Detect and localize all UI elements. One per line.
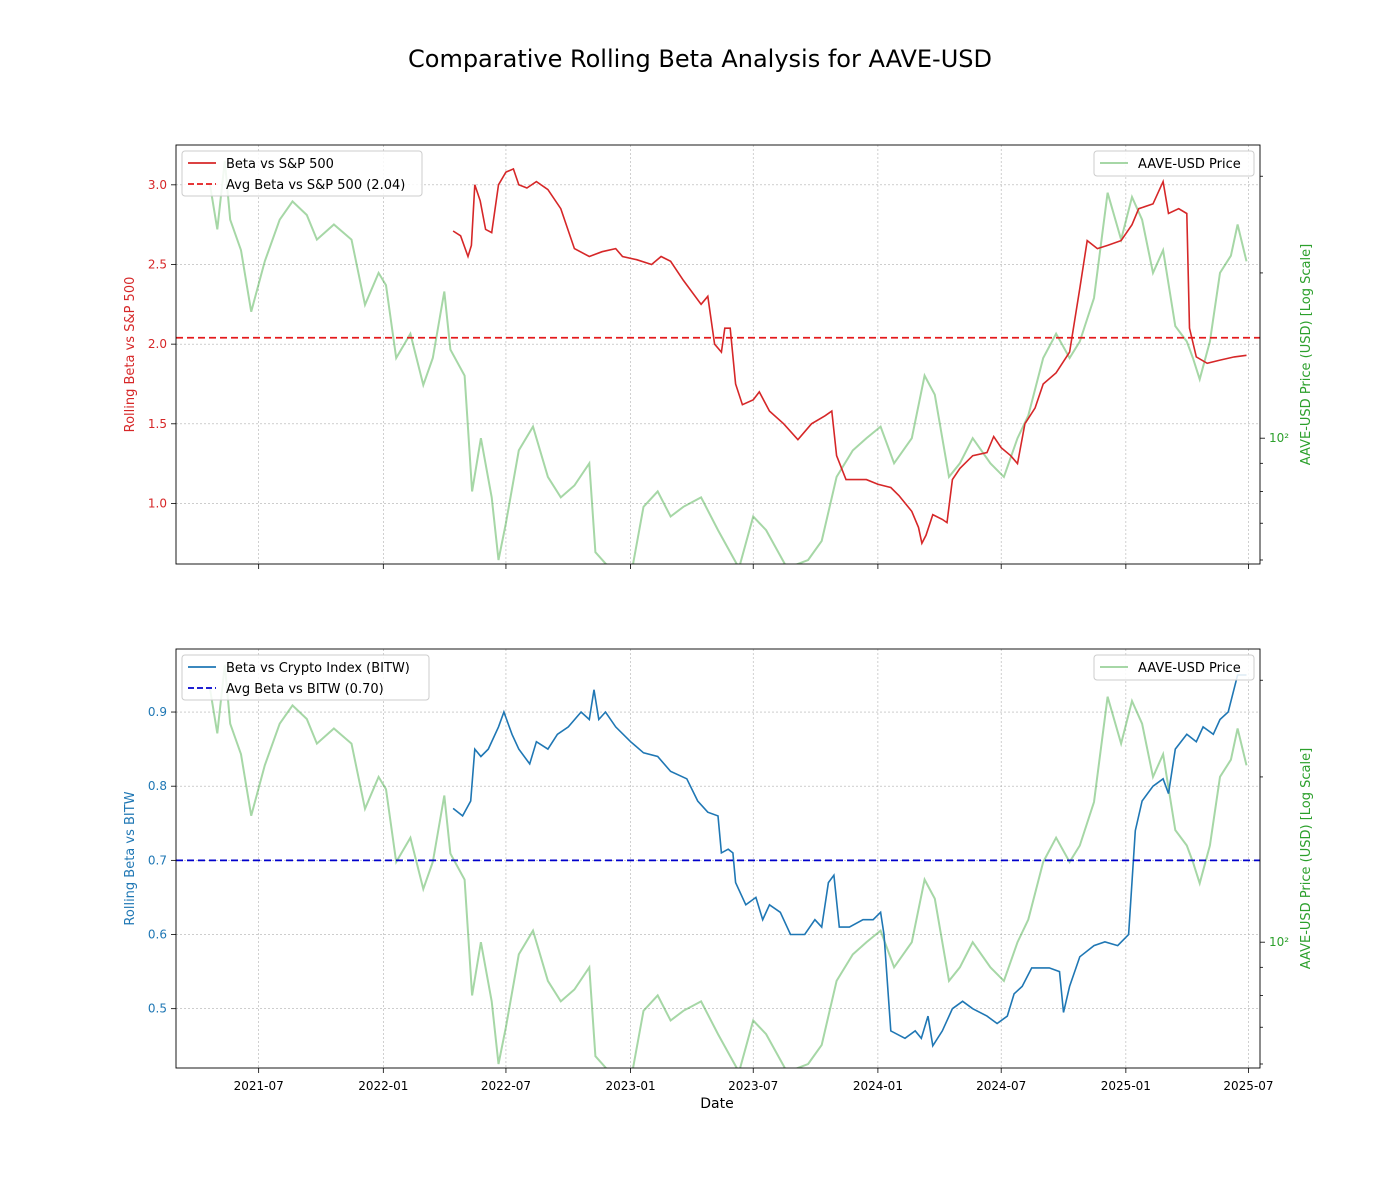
y-tick-label: 2.0 [148, 337, 167, 351]
y-tick-label: 0.8 [148, 779, 167, 793]
y-tick-label: 1.0 [148, 496, 167, 510]
y2-axis-label: AAVE-USD Price (USD) [Log Scale] [1299, 748, 1314, 969]
y-tick-label: 0.5 [148, 1002, 167, 1016]
plot-frame [175, 648, 1261, 1069]
y-axis-label: Rolling Beta vs S&P 500 [123, 277, 138, 433]
y2-tick-label: 10² [1269, 431, 1289, 445]
legend-right [1093, 654, 1255, 681]
x-tick-label: 2025-01 [1101, 1079, 1151, 1093]
panel-beta-vs-sp500: 1.0 1.5 2.0 2.5 3.0 10² Rolling Beta vs S&P 50… [123, 144, 1314, 569]
x-tick-label: 2021-07 [234, 1079, 284, 1093]
legend-left [181, 654, 430, 701]
beta-series-line [452, 167, 1247, 546]
beta-series-line [452, 674, 1247, 1049]
panel-beta-vs-bitw: 2021-07 2022-01 2022-07 2023-01 2023-07 2024-… [123, 648, 1314, 1093]
y-tick-label: 0.7 [148, 853, 167, 867]
x-tick-label: 2024-07 [976, 1079, 1026, 1093]
legend-label-price: AAVE-USD Price [1138, 157, 1241, 172]
x-tick-label: 2023-01 [606, 1079, 656, 1093]
x-tick-label: 2024-01 [853, 1079, 903, 1093]
price-series-line [208, 664, 1248, 1068]
x-axis-label: Date [700, 1096, 733, 1112]
legend-right [1093, 150, 1255, 177]
legend-label-beta: Beta vs Crypto Index (BITW) [226, 661, 410, 676]
y-tick-label: 3.0 [148, 178, 167, 192]
price-series-line [208, 160, 1248, 564]
plot-area [176, 145, 1260, 564]
y-tick-label: 1.5 [148, 417, 167, 431]
x-tick-label: 2025-07 [1223, 1079, 1273, 1093]
plot-area [176, 649, 1260, 1068]
x-tick-label: 2023-07 [728, 1079, 778, 1093]
figure-title: Comparative Rolling Beta Analysis for AA… [408, 45, 992, 73]
y-tick-label: 0.6 [148, 928, 167, 942]
legend-label-price: AAVE-USD Price [1138, 661, 1241, 676]
legend-left [181, 150, 423, 197]
y-tick-label: 2.5 [148, 257, 167, 271]
x-tick-label: 2022-01 [358, 1079, 408, 1093]
y-axis-label: Rolling Beta vs BITW [123, 791, 138, 925]
legend-label-beta: Beta vs S&P 500 [226, 157, 334, 172]
legend-label-average: Avg Beta vs BITW (0.70) [226, 682, 384, 697]
legend-label-average: Avg Beta vs S&P 500 (2.04) [226, 178, 405, 193]
plot-frame [175, 144, 1261, 565]
y2-axis-label: AAVE-USD Price (USD) [Log Scale] [1299, 244, 1314, 465]
x-tick-label: 2022-07 [481, 1079, 531, 1093]
y2-tick-label: 10² [1269, 935, 1289, 949]
y-tick-label: 0.9 [148, 705, 167, 719]
